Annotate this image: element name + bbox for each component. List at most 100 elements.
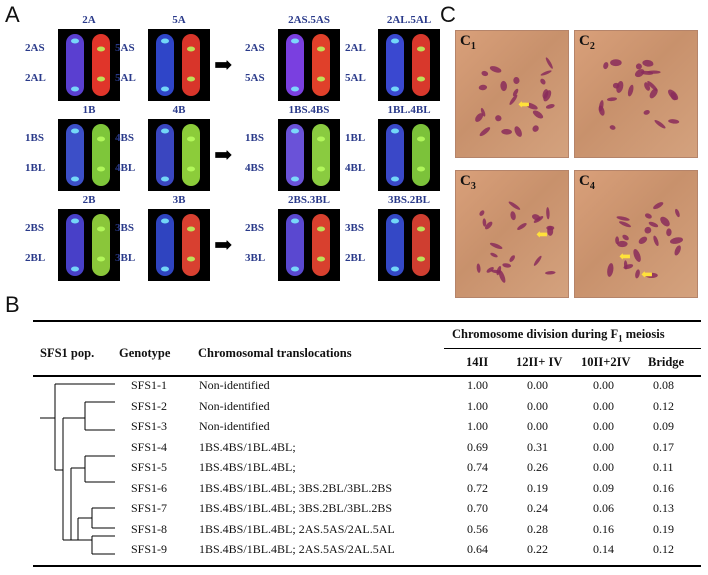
table-cell-value: 0.06 <box>593 501 614 515</box>
table-top-rule <box>33 320 701 322</box>
arrow-left-icon: ⬅ <box>619 250 631 265</box>
fish-arm-label-top: 2AL <box>345 42 366 54</box>
fish-arm-label-bottom: 5AS <box>245 72 265 84</box>
fish-arm-label-top: 2BS <box>25 222 44 234</box>
fish-title: 3BS.2BL <box>388 194 430 206</box>
fish-arm-label-top: 2AS <box>245 42 265 54</box>
fish-arm-label-top: 2BS <box>245 222 264 234</box>
dendrogram <box>40 383 115 555</box>
fish-arm-label-bottom: 2BL <box>25 252 46 264</box>
fish-chromosome-image <box>278 209 340 281</box>
table-cell-value: 0.00 <box>593 460 614 474</box>
micrograph-label: C3 <box>460 173 476 192</box>
fish-arm-label-bottom: 5AL <box>345 72 366 84</box>
table-header-rule <box>33 375 701 377</box>
fish-arm-label-top: 3BS <box>115 222 134 234</box>
table-cell-value: 0.00 <box>527 378 548 392</box>
sub-header-bridge: Bridge <box>648 355 685 369</box>
table-cell-value: 0.74 <box>467 460 488 474</box>
table-cell-genotype: SFS1-3 <box>131 419 168 433</box>
sub-header-10ii-2iv: 10II+2IV <box>581 355 631 369</box>
micrograph-panel: C3 ⬅ <box>455 170 569 298</box>
table-cell-value: 0.19 <box>527 480 548 495</box>
table-cell-value: 0.14 <box>593 542 614 556</box>
table-cell-value: 0.09 <box>653 419 674 433</box>
fish-title: 2B <box>82 194 96 206</box>
table-cell-translocation: Non-identified <box>199 398 270 413</box>
fish-title: 1BL.4BL <box>387 104 431 116</box>
fish-arm-label-bottom: 4BL <box>115 162 136 174</box>
table-cell-value: 0.11 <box>653 460 674 474</box>
fish-chromosome-image <box>58 209 120 281</box>
fish-arm-label-top: 2AS <box>25 42 45 54</box>
micrograph-label: C2 <box>579 33 595 52</box>
fish-title: 1BS.4BS <box>288 104 330 116</box>
arrow-left-icon: ⬅ <box>518 98 530 113</box>
col-header-translocations: Chromosomal translocations <box>198 346 352 360</box>
panel-label-c: C <box>440 2 456 27</box>
fish-chromosome-image <box>58 29 120 101</box>
fish-title: 2BS.3BL <box>288 194 330 206</box>
table-cell-genotype: SFS1-6 <box>131 480 168 495</box>
fish-arm-label-bottom: 4BL <box>345 162 366 174</box>
fish-chromosome-image <box>148 209 210 281</box>
micrograph-panel: C1 ⬅ <box>455 30 569 158</box>
table-cell-genotype: SFS1-9 <box>131 542 168 556</box>
table-cell-value: 0.19 <box>653 521 674 536</box>
micrograph-panel: C2 <box>574 30 698 158</box>
table-cell-value: 0.12 <box>653 398 674 413</box>
fish-chromosome-image <box>148 29 210 101</box>
fish-arm-label-top: 1BL <box>345 132 366 144</box>
table-cell-value: 0.09 <box>593 480 614 495</box>
table-cell-value: 0.69 <box>467 439 488 454</box>
table-cell-value: 0.24 <box>527 501 548 515</box>
fish-arm-label-bottom: 1BL <box>25 162 46 174</box>
sub-header-12ii-iv: 12II+ IV <box>516 355 563 369</box>
fish-title: 4B <box>172 104 186 116</box>
fish-title: 2AS.5AS <box>288 14 330 26</box>
table-cell-value: 0.00 <box>527 398 548 413</box>
table-cell-value: 0.28 <box>527 521 548 536</box>
fish-arm-label-bottom: 3BL <box>245 252 266 264</box>
fish-arm-label-bottom: 2AL <box>25 72 46 84</box>
panel-label-b: B <box>5 292 20 317</box>
table-cell-translocation: 1BS.4BS/1BL.4BL; <box>199 439 296 454</box>
table-cell-value: 0.72 <box>467 480 488 495</box>
table-cell-translocation: 1BS.4BS/1BL.4BL; <box>199 460 296 474</box>
table-cell-value: 0.00 <box>593 398 614 413</box>
panel-label-a: A <box>5 2 20 27</box>
fish-chromosome-image <box>378 119 440 191</box>
fish-chromosome-image <box>58 119 120 191</box>
table-cell-value: 0.17 <box>653 439 674 454</box>
fish-chromosome-image <box>278 119 340 191</box>
fish-arm-label-top: 3BS <box>345 222 364 234</box>
fish-arm-label-bottom: 4BS <box>245 162 264 174</box>
fish-title: 3B <box>172 194 186 206</box>
table-cell-translocation: Non-identified <box>199 419 270 433</box>
arrow-left-icon: ⬅ <box>536 228 548 243</box>
table-cell-value: 0.64 <box>467 542 488 556</box>
table-cell-genotype: SFS1-5 <box>131 460 168 474</box>
table-cell-genotype: SFS1-7 <box>131 501 168 515</box>
micrograph-panel: C4 ⬅ ⬅ <box>574 170 698 298</box>
table-cell-genotype: SFS1-4 <box>131 439 168 454</box>
table-cell-genotype: SFS1-2 <box>131 398 168 413</box>
table-cell-value: 1.00 <box>467 419 488 433</box>
arrow-right-icon: ➡ <box>214 232 233 257</box>
micrograph-label: C4 <box>579 173 595 192</box>
table-cell-value: 1.00 <box>467 378 488 392</box>
table-cell-value: 0.13 <box>653 501 674 515</box>
table-cell-value: 0.00 <box>527 419 548 433</box>
table-cell-genotype: SFS1-1 <box>131 378 168 392</box>
table-cell-value: 0.00 <box>593 439 614 454</box>
arrow-left-icon: ⬅ <box>641 268 653 283</box>
fish-arm-label-top: 5AS <box>115 42 135 54</box>
table-cell-translocation: 1BS.4BS/1BL.4BL; 3BS.2BL/3BL.2BS <box>199 480 393 495</box>
table-cell-value: 0.56 <box>467 521 488 536</box>
fish-chromosome-image <box>378 29 440 101</box>
fish-arm-label-bottom: 2BL <box>345 252 366 264</box>
fish-arm-label-bottom: 3BL <box>115 252 136 264</box>
table-cell-value: 0.00 <box>593 378 614 392</box>
table-cell-translocation: 1BS.4BS/1BL.4BL; 3BS.2BL/3BL.2BS <box>199 501 393 515</box>
fish-arm-label-top: 4BS <box>115 132 134 144</box>
